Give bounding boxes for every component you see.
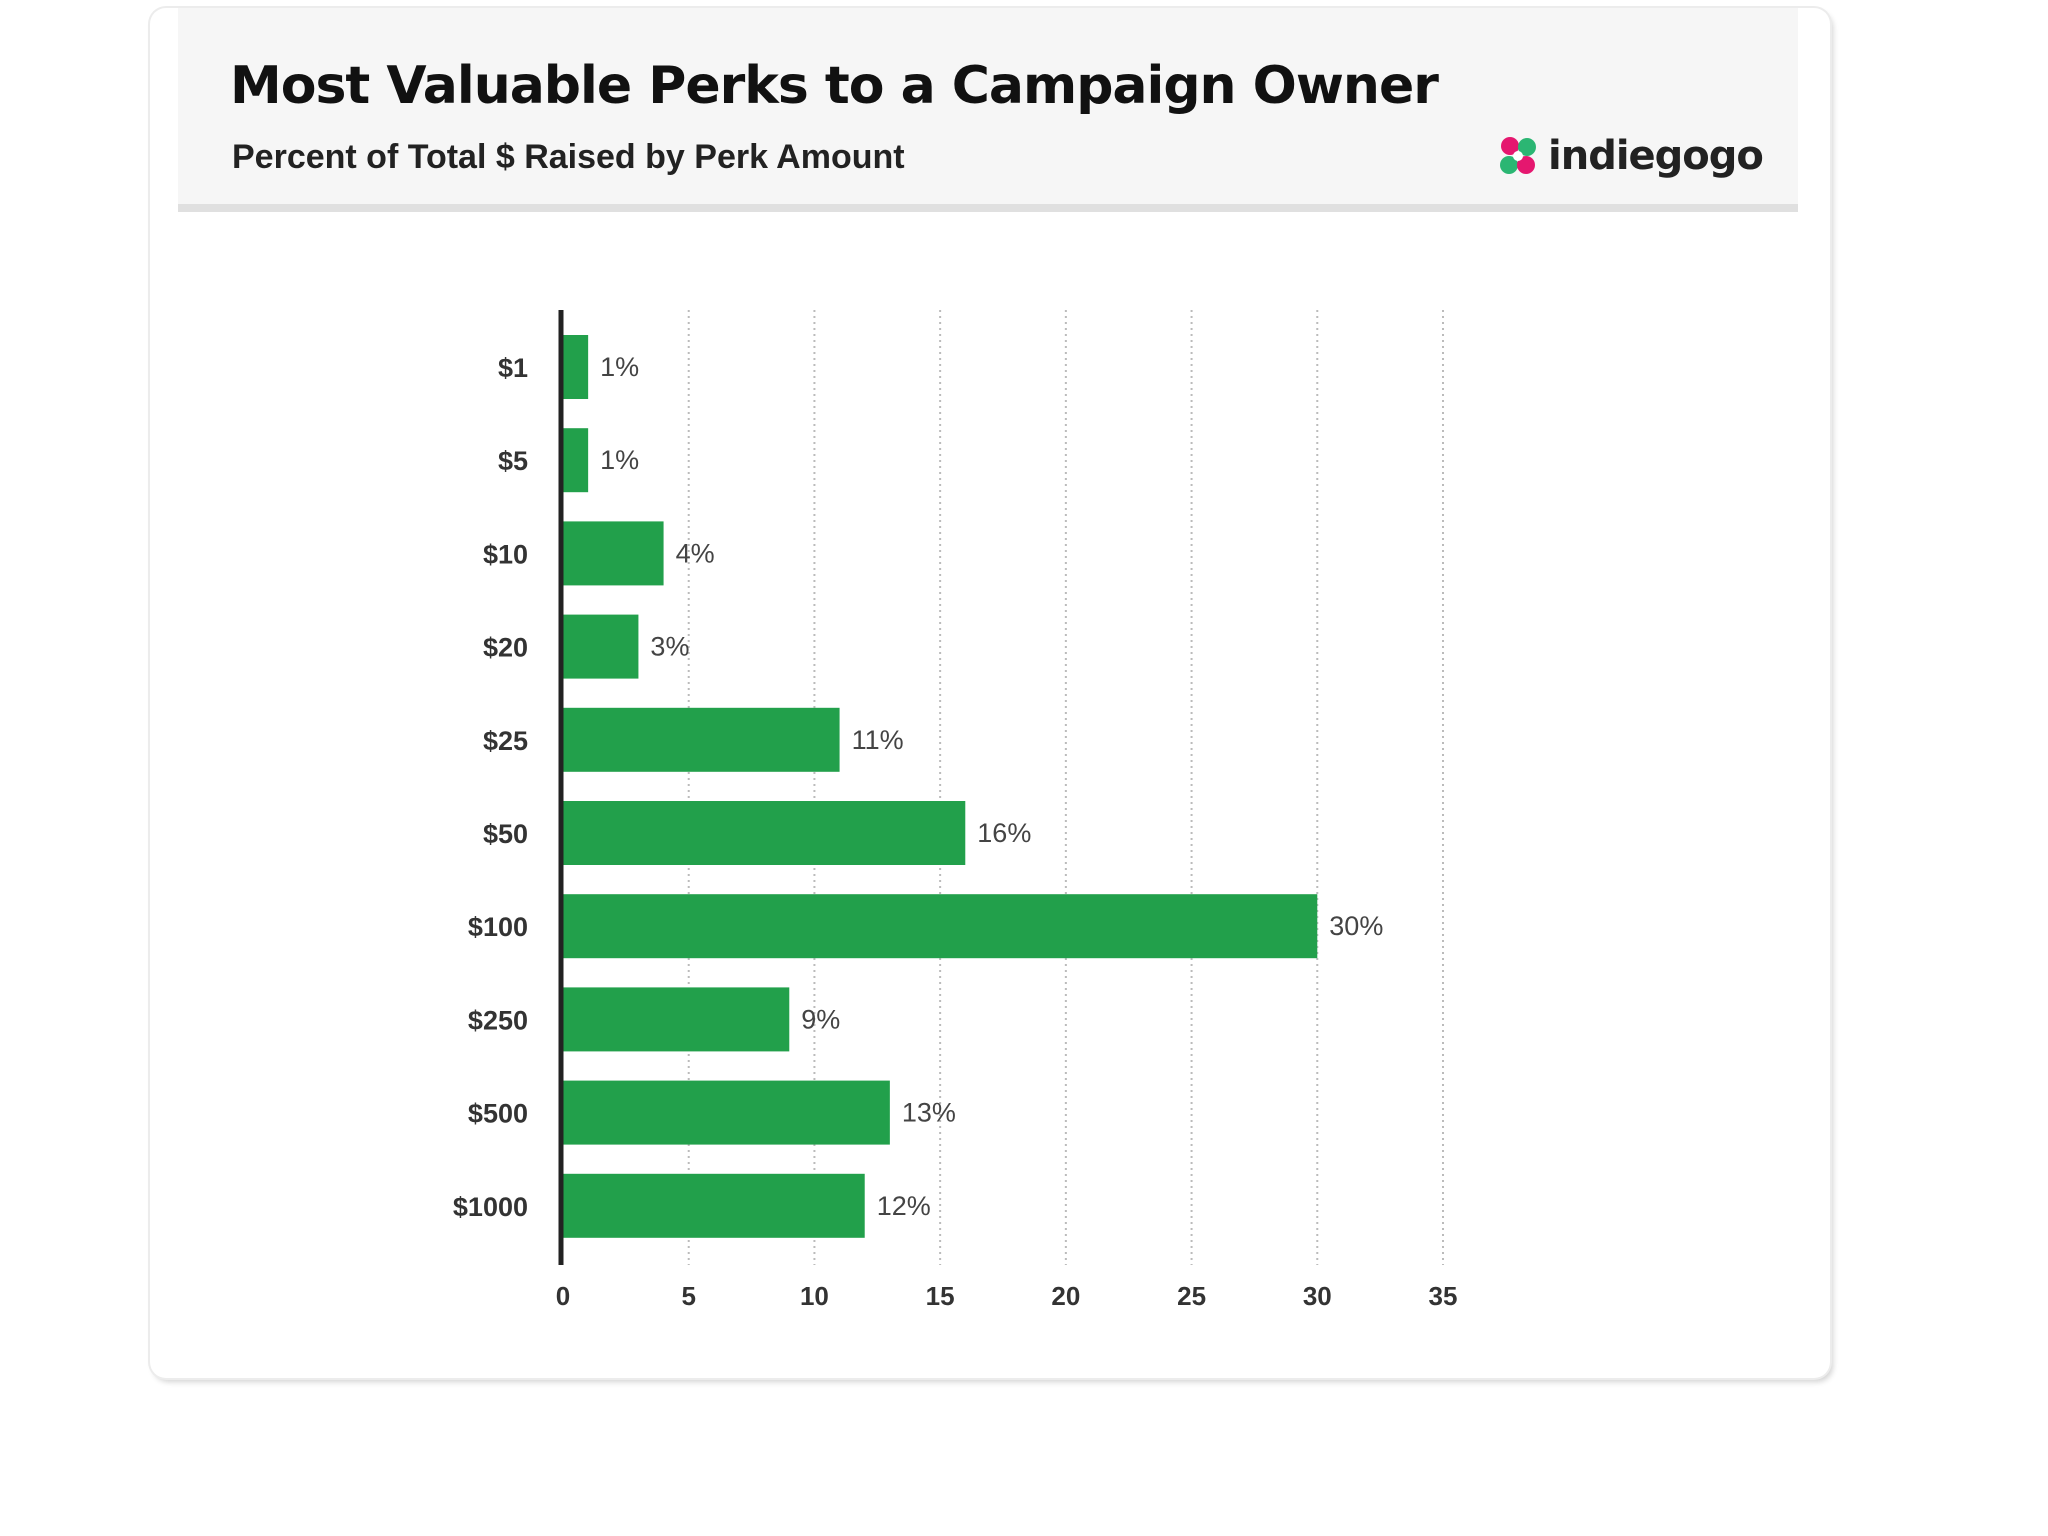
chart-title: Most Valuable Perks to a Campaign Owner: [230, 56, 1439, 116]
data-label: 16%: [977, 818, 1031, 848]
category-label: $100: [468, 912, 528, 942]
data-label: 3%: [650, 632, 689, 662]
data-label: 1%: [600, 445, 639, 475]
bar: [563, 1173, 865, 1238]
x-tick-label: 30: [1303, 1281, 1332, 1311]
bar: [563, 801, 966, 865]
x-tick-label: 20: [1051, 1281, 1080, 1311]
category-label: $20: [483, 633, 528, 663]
bar: [563, 614, 639, 679]
x-tick-label: 25: [1177, 1281, 1206, 1311]
bar: [563, 428, 589, 493]
category-label: $50: [483, 819, 528, 849]
category-label: $25: [483, 726, 528, 756]
data-label: 9%: [801, 1004, 840, 1034]
x-tick-label: 0: [556, 1281, 570, 1311]
category-label: $500: [468, 1099, 528, 1129]
category-label: $10: [483, 539, 528, 569]
category-label: $5: [498, 446, 528, 476]
data-label: 4%: [676, 538, 715, 568]
data-label: 1%: [600, 352, 639, 382]
bar: [563, 335, 589, 399]
indiegogo-flower-icon: [1500, 137, 1536, 174]
indiegogo-logo: indiegogo: [1496, 130, 1764, 182]
x-tick-label: 10: [800, 1281, 829, 1311]
bar: [563, 894, 1318, 959]
data-label: 12%: [877, 1191, 931, 1221]
bar: [563, 707, 840, 772]
data-label: 13%: [902, 1098, 956, 1128]
x-tick-label: 5: [681, 1281, 695, 1311]
x-tick-label: 15: [926, 1281, 955, 1311]
bar: [563, 521, 664, 586]
bar: [563, 1080, 890, 1145]
data-label: 11%: [852, 725, 904, 755]
chart-subtitle: Percent of Total $ Raised by Perk Amount: [232, 138, 905, 176]
logo-text: indiegogo: [1548, 133, 1764, 179]
chart-card: Most Valuable Perks to a Campaign Owner …: [150, 8, 1830, 1378]
category-label: $250: [468, 1005, 528, 1035]
chart-header: Most Valuable Perks to a Campaign Owner …: [178, 8, 1798, 212]
category-label: $1: [498, 353, 528, 383]
bar: [563, 987, 790, 1052]
x-tick-label: 35: [1429, 1281, 1458, 1311]
category-label: $1000: [453, 1192, 528, 1222]
data-label: 30%: [1329, 911, 1383, 941]
